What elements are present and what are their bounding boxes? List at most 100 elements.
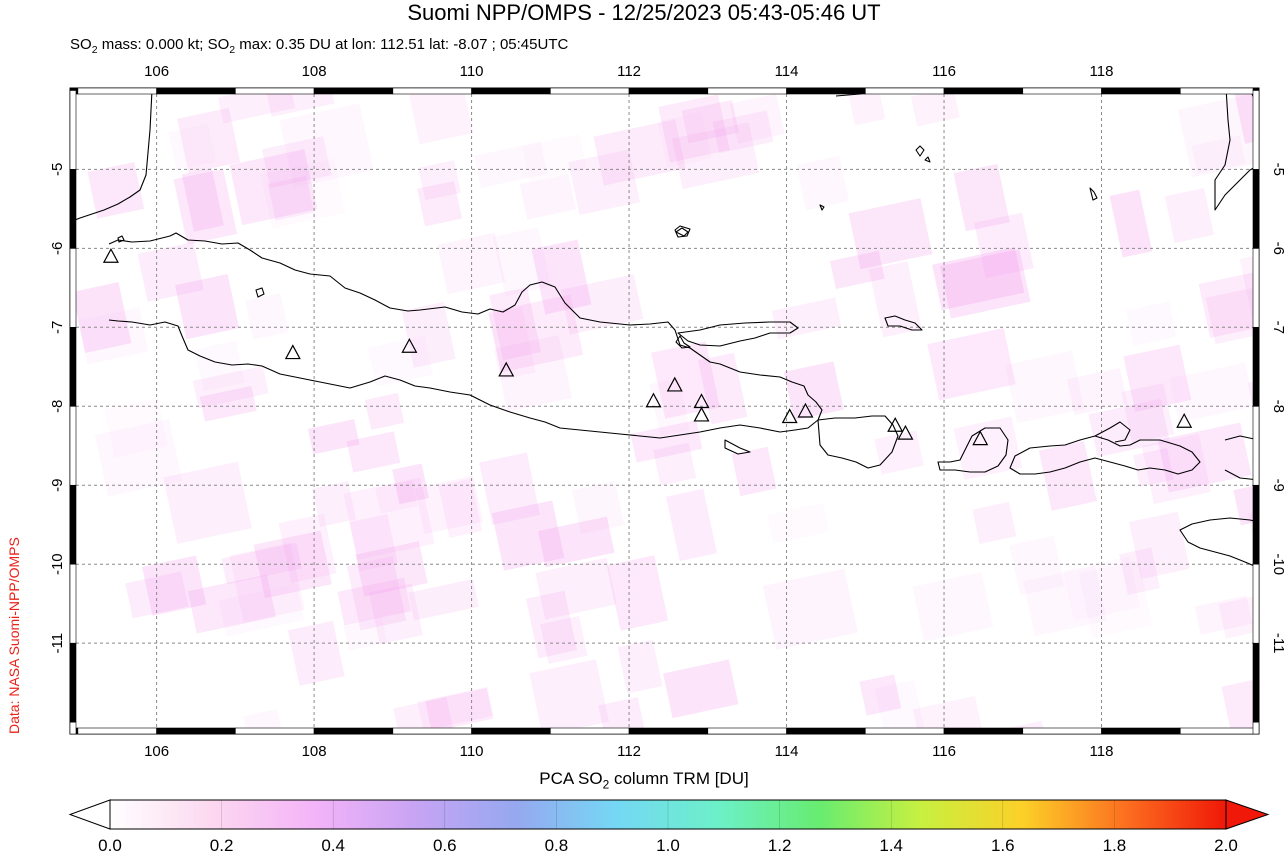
so2-pixel bbox=[244, 293, 289, 340]
longitude-tick-label: 108 bbox=[302, 63, 327, 80]
so2-pixel bbox=[560, 274, 644, 335]
so2-pixel bbox=[72, 282, 132, 353]
so2-subscript-1: 2 bbox=[91, 44, 98, 56]
so2-pixel bbox=[163, 461, 252, 544]
so2-pixel bbox=[653, 442, 697, 486]
so2-pixel bbox=[425, 687, 494, 732]
longitude-tick-label: 116 bbox=[932, 743, 956, 760]
frame-band bbox=[864, 727, 945, 735]
so2-pixel bbox=[1088, 398, 1170, 458]
frame-band bbox=[1022, 87, 1102, 95]
frame-band bbox=[69, 248, 77, 328]
so2-pixel bbox=[194, 340, 245, 392]
so2-pixel bbox=[493, 335, 573, 412]
coastline-kangean bbox=[884, 315, 923, 331]
frame-band bbox=[1252, 326, 1260, 407]
volcano-triangle-icon bbox=[401, 337, 418, 353]
longitude-tick-label: 114 bbox=[775, 63, 799, 80]
colorbar-high-arrow bbox=[1225, 799, 1270, 830]
so2-pixel bbox=[218, 583, 304, 637]
so2-pixel bbox=[491, 500, 565, 571]
so2-pixel bbox=[418, 160, 461, 201]
so2-pixel bbox=[712, 110, 774, 154]
colorbar-bar bbox=[109, 799, 1227, 830]
coastline-sumatra bbox=[70, 89, 153, 223]
so2-pixel bbox=[174, 274, 240, 340]
so2-pixel bbox=[368, 335, 434, 387]
latitude-tick-label-left: -11 bbox=[49, 633, 66, 654]
so2-pixel bbox=[1038, 441, 1097, 511]
so2-pixel bbox=[658, 94, 730, 163]
colorbar-tick-label: 1.0 bbox=[656, 836, 680, 855]
so2-pixel bbox=[874, 430, 924, 475]
so2-pixel bbox=[488, 306, 536, 380]
so2-pixel bbox=[104, 397, 168, 458]
volcano-triangle-icon bbox=[797, 402, 814, 418]
so2-pixel bbox=[438, 478, 483, 538]
frame-band bbox=[392, 727, 472, 735]
so2-pixel bbox=[953, 163, 1010, 232]
frame-band bbox=[628, 87, 709, 95]
frame-band bbox=[156, 727, 236, 735]
so2-pixel bbox=[267, 175, 314, 221]
frame-band bbox=[235, 87, 315, 95]
so2-pixel bbox=[1121, 383, 1175, 444]
so2-pixel bbox=[868, 261, 922, 338]
so2-pixel bbox=[1169, 362, 1255, 423]
so2-pixel bbox=[525, 590, 578, 659]
so2-pixel bbox=[417, 180, 462, 227]
latitude-tick-label-right: -9 bbox=[1270, 479, 1287, 492]
so2-pixel bbox=[312, 481, 357, 527]
coastline-islet-7 bbox=[117, 235, 125, 243]
frame-band bbox=[1252, 248, 1260, 328]
frame-band bbox=[69, 87, 77, 91]
latitude-tick-label-right: -11 bbox=[1270, 633, 1287, 654]
so2-pixel bbox=[142, 555, 207, 616]
so2-pixel bbox=[192, 366, 269, 409]
frame-band bbox=[69, 169, 77, 249]
so2-pixel bbox=[910, 88, 960, 127]
frame-band bbox=[69, 721, 77, 735]
so2-pixel bbox=[1257, 90, 1259, 132]
so2-pixel bbox=[651, 341, 720, 419]
so2-pixel bbox=[537, 516, 615, 568]
frame-band bbox=[1101, 727, 1181, 735]
so2-pixel bbox=[417, 686, 494, 731]
so2-pixel bbox=[771, 297, 842, 340]
so2-pixel bbox=[767, 503, 830, 544]
so2-pixel bbox=[681, 100, 739, 144]
so2-pixel bbox=[375, 480, 418, 514]
page-title: Suomi NPP/OMPS - 12/25/2023 05:43-05:46 … bbox=[407, 0, 881, 25]
volcano-triangle-icon bbox=[498, 361, 515, 377]
so2-pixel bbox=[474, 141, 548, 188]
colorbar-tick-label: 0.4 bbox=[321, 836, 345, 855]
so2-pixel bbox=[1023, 565, 1107, 637]
coastline-flores bbox=[1224, 435, 1259, 481]
graticule bbox=[70, 88, 1259, 734]
so2-pixel bbox=[974, 212, 1034, 279]
so2-pixel bbox=[1009, 535, 1065, 596]
coastline-bawean bbox=[674, 225, 691, 238]
so2-pixel bbox=[598, 697, 647, 734]
so2-pixel bbox=[762, 568, 858, 650]
colorbar-low-arrow bbox=[68, 799, 111, 830]
coastline-islet-6 bbox=[675, 335, 691, 349]
coastline-karimunjawa bbox=[675, 227, 689, 237]
frame-band bbox=[786, 87, 866, 95]
so2-pixel bbox=[221, 542, 302, 585]
coastline-sumbawa bbox=[1009, 435, 1201, 475]
so2-pixel bbox=[606, 555, 669, 631]
latitude-tick-label-left: -10 bbox=[49, 553, 66, 575]
latitude-tick-label-left: -5 bbox=[49, 163, 66, 176]
so2-pixel bbox=[492, 227, 551, 297]
colorbar-tick-label: 1.2 bbox=[767, 836, 792, 855]
so2-pixel bbox=[1157, 422, 1252, 493]
latitude-tick-label-right: -6 bbox=[1270, 242, 1287, 255]
so2-pixel bbox=[488, 294, 584, 373]
so2-pixel bbox=[278, 513, 337, 583]
frame-band bbox=[628, 727, 709, 735]
so2-pixel bbox=[939, 249, 1031, 319]
frame-band bbox=[1252, 169, 1260, 249]
longitude-tick-label: 118 bbox=[1090, 63, 1114, 80]
frame-band bbox=[707, 727, 787, 735]
